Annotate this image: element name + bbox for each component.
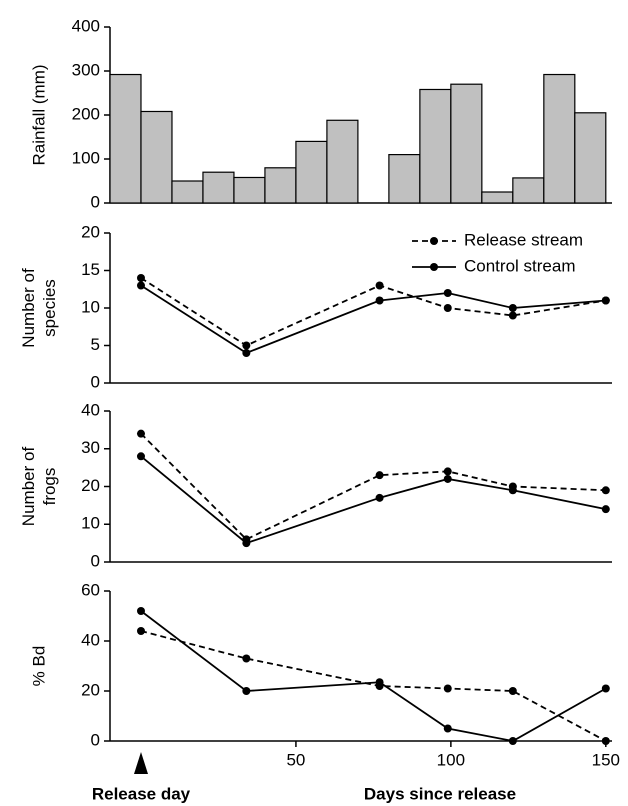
y-tick-label: 300	[72, 60, 100, 79]
y-tick-label: 400	[72, 16, 100, 35]
legend-label: Release stream	[464, 230, 583, 249]
data-point	[375, 296, 384, 305]
y-tick-label: 20	[81, 476, 100, 495]
y-tick-label: 0	[91, 372, 100, 391]
y-axis-label: Number of	[19, 447, 38, 527]
y-axis-label: Number of	[19, 268, 38, 348]
bar	[233, 176, 266, 204]
bar	[481, 191, 514, 204]
legend-marker	[430, 237, 438, 245]
bar	[450, 83, 483, 204]
bar	[512, 177, 545, 204]
y-tick-label: 40	[81, 400, 100, 419]
legend-marker	[430, 263, 438, 271]
y-tick-label: 100	[72, 148, 100, 167]
bar	[543, 73, 576, 204]
bar	[388, 154, 421, 204]
annotation: Release day	[92, 784, 191, 803]
data-point	[601, 684, 610, 693]
data-point	[601, 737, 610, 745]
data-point	[601, 505, 610, 514]
y-tick-label: 40	[81, 630, 100, 649]
series-line	[140, 277, 606, 347]
data-point	[443, 684, 452, 693]
data-point	[136, 627, 145, 635]
data-point	[375, 493, 384, 502]
data-point	[375, 281, 384, 290]
y-tick-label: 5	[91, 335, 100, 354]
y-tick-label: 10	[81, 514, 100, 533]
data-point	[242, 687, 251, 695]
data-point	[508, 311, 517, 320]
data-point	[242, 349, 251, 357]
x-tick-label: 150	[592, 750, 620, 769]
bar	[574, 112, 607, 204]
y-axis-label: Rainfall (mm)	[29, 64, 48, 165]
data-point	[242, 539, 251, 548]
x-axis-label: Days since release	[364, 784, 516, 803]
series-line	[140, 284, 606, 355]
bar	[140, 110, 173, 204]
data-point	[508, 304, 517, 312]
y-tick-label: 20	[81, 680, 100, 699]
data-point	[601, 486, 610, 495]
bar	[264, 167, 297, 204]
y-tick-label: 0	[91, 730, 100, 749]
series-line	[140, 630, 607, 742]
y-tick-label: 0	[91, 192, 100, 211]
y-tick-label: 60	[81, 580, 100, 599]
data-point	[443, 289, 452, 297]
series-line	[140, 433, 606, 541]
data-point	[508, 737, 517, 745]
data-point	[136, 607, 145, 615]
bar	[419, 88, 452, 204]
data-point	[375, 471, 384, 480]
data-point	[242, 654, 251, 663]
legend-label: Control stream	[464, 256, 575, 275]
y-tick-label: 20	[81, 222, 100, 241]
bar	[326, 119, 359, 204]
data-point	[443, 467, 452, 476]
bar	[171, 180, 204, 204]
data-point	[443, 474, 452, 483]
y-axis-label: frogs	[40, 468, 59, 506]
y-tick-label: 30	[81, 438, 100, 457]
data-point	[508, 486, 517, 495]
y-tick-label: 15	[81, 260, 100, 279]
release-arrow	[134, 752, 148, 774]
bar	[202, 171, 235, 204]
y-axis-label: species	[40, 279, 59, 337]
bar	[295, 140, 328, 204]
data-point	[508, 687, 517, 695]
data-point	[136, 429, 145, 438]
y-tick-label: 10	[81, 297, 100, 316]
y-axis-label: % Bd	[29, 646, 48, 687]
data-point	[601, 296, 610, 305]
y-tick-label: 200	[72, 104, 100, 123]
data-point	[443, 724, 452, 733]
data-point	[136, 452, 145, 461]
data-point	[136, 274, 145, 282]
data-point	[443, 304, 452, 312]
data-point	[242, 341, 251, 350]
series-line	[140, 455, 606, 545]
data-point	[136, 281, 145, 290]
series-line	[140, 610, 607, 742]
x-tick-label: 50	[286, 750, 305, 769]
bar	[109, 73, 142, 204]
data-point	[375, 678, 384, 687]
y-tick-label: 0	[91, 551, 100, 570]
x-tick-label: 100	[437, 750, 465, 769]
